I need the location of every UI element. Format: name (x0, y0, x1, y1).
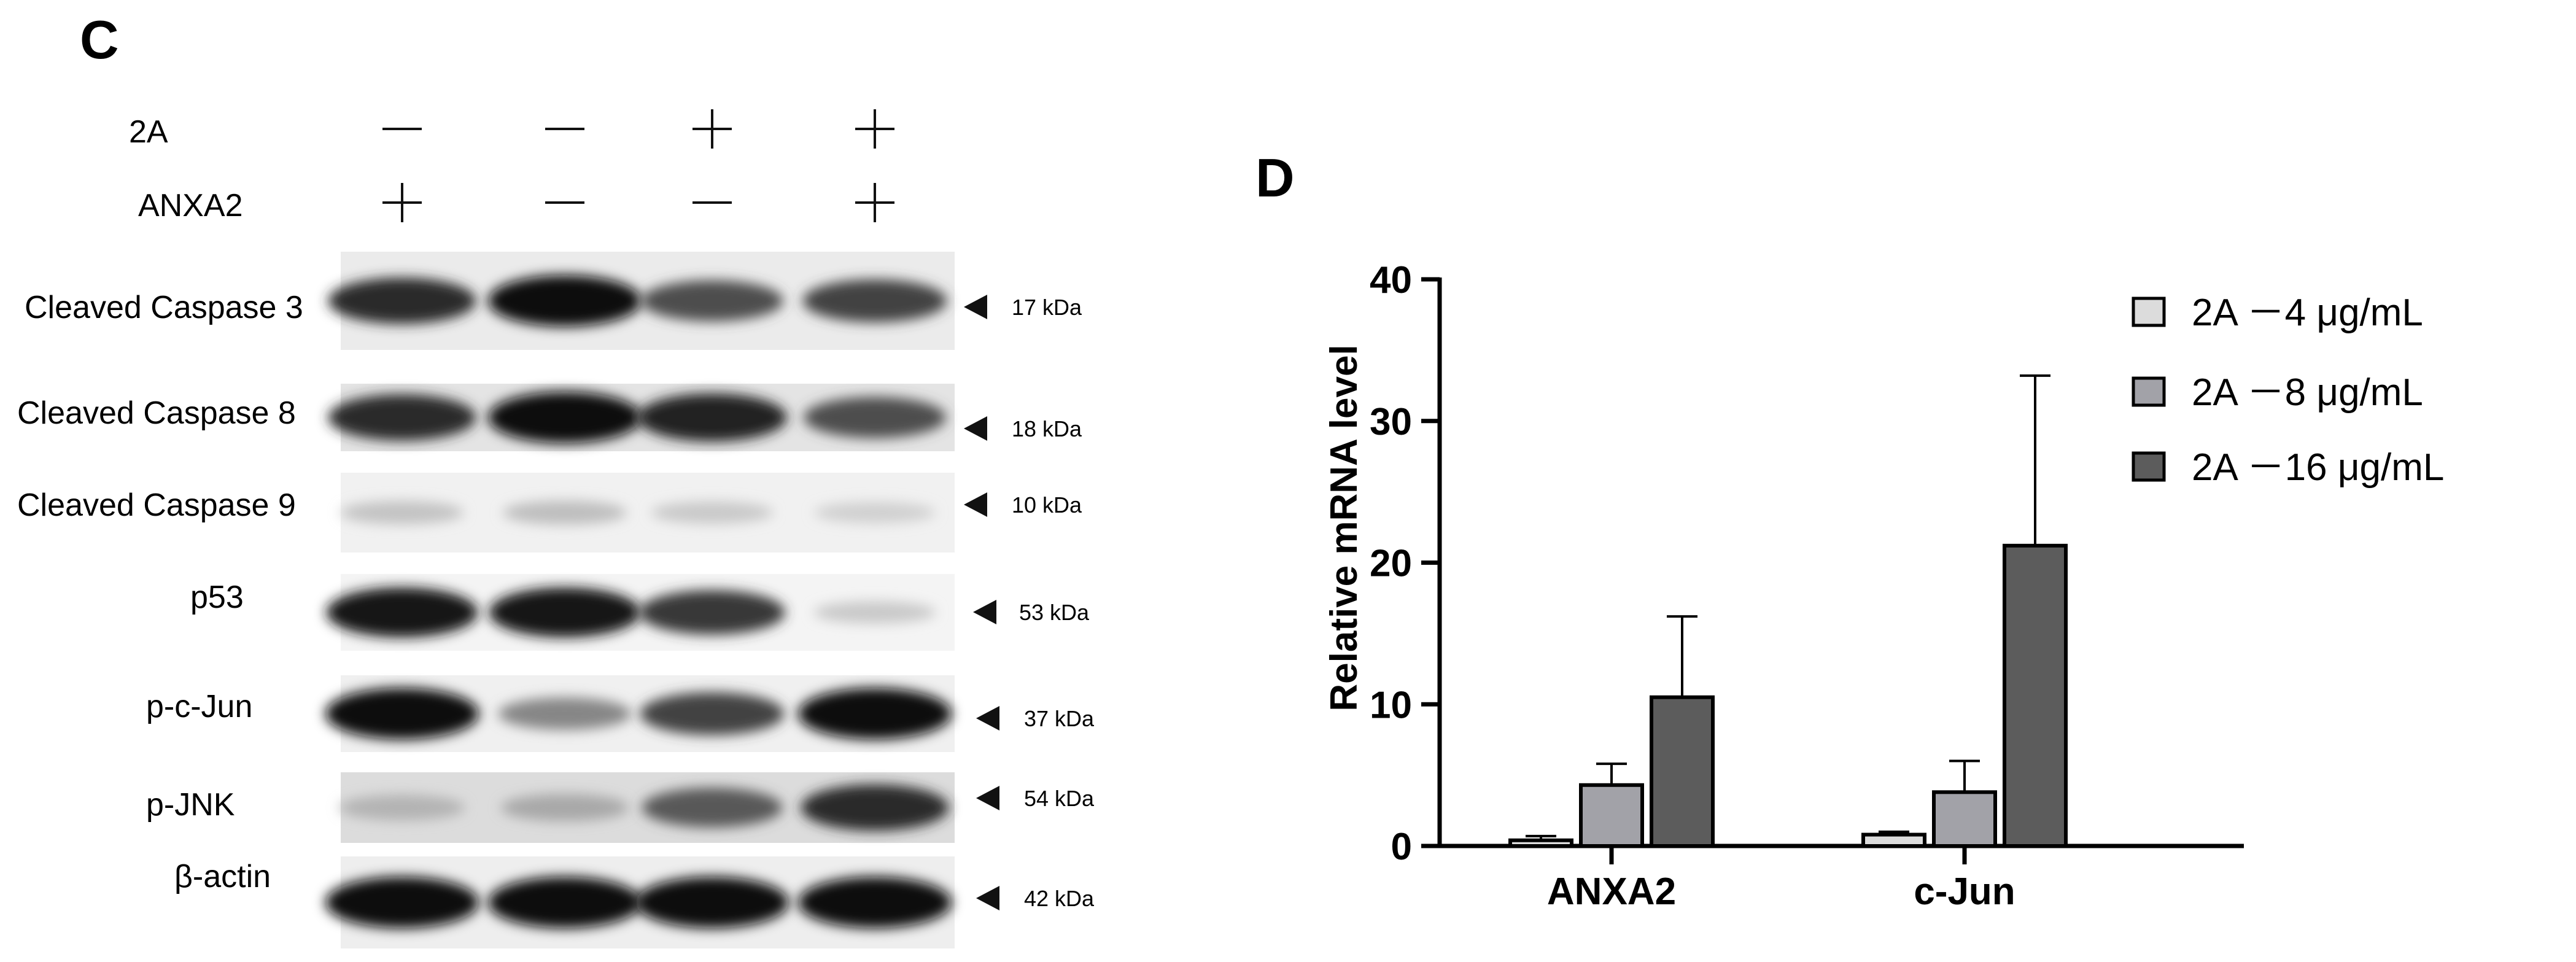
blot-label: β-actin (174, 859, 271, 894)
marker-arrow-icon (964, 416, 987, 441)
blot-row: Cleaved Caspase 9 10 kDa (17, 473, 1082, 553)
protein-band (813, 601, 936, 624)
protein-band (489, 587, 641, 638)
protein-band (325, 877, 479, 928)
marker-arrow-icon (964, 295, 987, 319)
blot-label: p-c-Jun (146, 689, 252, 724)
protein-band (488, 392, 642, 443)
panel-d-letter: D (1255, 147, 1295, 208)
protein-band (498, 697, 632, 731)
bar (2003, 543, 2068, 848)
chart-legend: 2A －4 μg/mL 2A －8 μg/mL 2A －16 μg/mL (2132, 292, 2444, 489)
molecular-weight: 42 kDa (1024, 886, 1095, 911)
protein-band (639, 590, 785, 635)
protein-band (814, 502, 936, 524)
x-tick-label: c-Jun (1914, 871, 2015, 913)
marker-arrow-icon (976, 706, 999, 731)
protein-band (804, 397, 946, 438)
blot-row: β-actin 42 kDa (174, 856, 1095, 948)
plus-sign (855, 183, 894, 222)
x-tick-label: ANXA2 (1547, 871, 1676, 913)
blot-row: p53 53 kDa (190, 574, 1090, 651)
molecular-weight: 17 kDa (1012, 295, 1082, 320)
marker-arrow-icon (976, 886, 999, 910)
y-tick-label: 0 (1391, 826, 1412, 868)
molecular-weight: 37 kDa (1024, 706, 1095, 731)
treatment-rows: 2A ANXA2 (129, 109, 894, 223)
protein-band (798, 688, 952, 740)
protein-band (340, 500, 464, 525)
chart-axes: 0 10 20 30 40 ANXA2 c-Jun (1370, 259, 2244, 913)
treatment-label: ANXA2 (138, 188, 243, 223)
protein-band (325, 688, 479, 740)
y-axis-label: Relative mRNA level (1323, 344, 1365, 711)
molecular-weight: 53 kDa (1019, 600, 1090, 625)
protein-band (641, 280, 783, 322)
marker-arrow-icon (964, 492, 987, 517)
blot-label: p53 (190, 580, 244, 615)
marker-arrow-icon (973, 600, 996, 624)
bar-chart-panel: D 0 10 20 30 40 ANXA2 c-Jun 2A －4 μg/mL 2A －8 μ… (1255, 147, 2444, 913)
plus-sign (855, 109, 894, 149)
protein-band (503, 500, 627, 525)
blot-row: Cleaved Caspase 8 18 kDa (17, 384, 1082, 451)
blot-row: p-JNK 54 kDa (146, 772, 1095, 843)
legend-label: 2A －8 μg/mL (2192, 371, 2423, 414)
bar (1508, 838, 1573, 848)
plus-sign (692, 109, 732, 149)
protein-band (801, 784, 949, 831)
bar (1932, 790, 1997, 848)
protein-band (326, 587, 478, 638)
blot-label: Cleaved Caspase 8 (17, 395, 296, 431)
bar (1579, 783, 1644, 848)
treatment-label: 2A (129, 114, 168, 150)
legend-swatch (2132, 451, 2166, 482)
y-tick-label: 10 (1370, 684, 1412, 726)
legend-label: 2A －4 μg/mL (2192, 292, 2423, 334)
protein-band (339, 794, 465, 821)
protein-band (501, 794, 629, 821)
legend-swatch (2132, 376, 2166, 407)
protein-band (328, 277, 476, 324)
protein-band (640, 692, 785, 735)
blot-row: Cleaved Caspase 3 17 kDa (25, 252, 1082, 350)
bar (1861, 832, 1926, 848)
protein-band (642, 788, 783, 828)
protein-band (328, 394, 476, 441)
y-tick-label: 40 (1370, 259, 1412, 301)
bar-chart: 0 10 20 30 40 ANXA2 c-Jun 2A －4 μg/mL 2A －8 μg/… (1323, 259, 2444, 913)
chart-bars (1508, 374, 2068, 848)
bar (1650, 695, 1715, 848)
molecular-weight: 54 kDa (1024, 786, 1095, 811)
blot-row: p-c-Jun 37 kDa (146, 675, 1095, 752)
legend-swatch (2132, 297, 2166, 327)
molecular-weight: 18 kDa (1012, 416, 1082, 441)
protein-band (798, 877, 952, 928)
blot-label: p-JNK (146, 787, 235, 823)
y-tick-label: 20 (1370, 543, 1412, 585)
plus-sign (382, 183, 422, 222)
marker-arrow-icon (976, 786, 999, 810)
protein-band (802, 279, 947, 322)
y-tick-label: 30 (1370, 401, 1412, 443)
protein-band (488, 877, 642, 928)
protein-band (488, 275, 642, 327)
blot-label: Cleaved Caspase 9 (17, 487, 296, 523)
blot-label: Cleaved Caspase 3 (25, 290, 303, 325)
blot-rows: Cleaved Caspase 3 17 kDa Cleaved Caspase 8… (17, 252, 1095, 948)
protein-band (651, 501, 774, 524)
panel-c-letter: C (80, 9, 119, 70)
protein-band (637, 393, 787, 442)
legend-label: 2A －16 μg/mL (2192, 446, 2444, 489)
molecular-weight: 10 kDa (1012, 492, 1082, 518)
protein-band (635, 877, 789, 928)
